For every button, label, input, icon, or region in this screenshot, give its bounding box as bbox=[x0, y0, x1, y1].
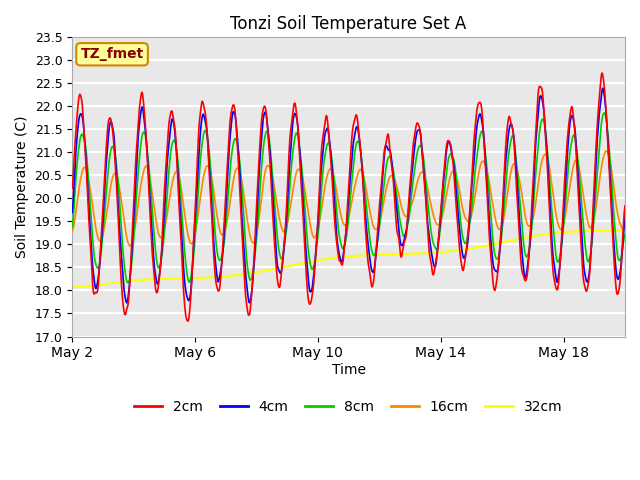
Title: Tonzi Soil Temperature Set A: Tonzi Soil Temperature Set A bbox=[230, 15, 467, 33]
Y-axis label: Soil Temperature (C): Soil Temperature (C) bbox=[15, 116, 29, 258]
X-axis label: Time: Time bbox=[332, 363, 365, 377]
Legend: 2cm, 4cm, 8cm, 16cm, 32cm: 2cm, 4cm, 8cm, 16cm, 32cm bbox=[129, 394, 568, 420]
Text: TZ_fmet: TZ_fmet bbox=[81, 47, 144, 61]
